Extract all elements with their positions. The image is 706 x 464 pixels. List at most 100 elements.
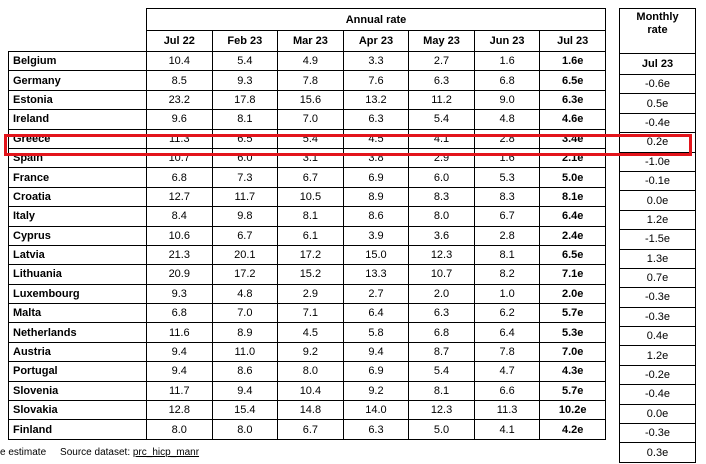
value-cell: 4.5 xyxy=(342,128,410,149)
annual-rate-header: Annual rate xyxy=(146,8,606,31)
value-cell: 21.3 xyxy=(146,244,213,266)
table-row: Spain 10.7 6.0 3.1 3.8 2.9 1.6 2.1e xyxy=(8,147,606,169)
table-row: Portugal 9.4 8.6 8.0 6.9 5.4 4.7 4.3e xyxy=(8,361,606,382)
value-cell: 12.7 xyxy=(146,186,213,208)
table-row: Finland 8.0 8.0 6.7 6.3 5.0 4.1 4.2e xyxy=(8,419,606,440)
value-cell: 6.8 xyxy=(408,322,475,343)
table-row: Austria 9.4 11.0 9.2 9.4 8.7 7.8 7.0e xyxy=(8,341,606,363)
value-cell: 5.0 xyxy=(408,419,475,440)
monthly-value-cell: 0.0e xyxy=(619,403,696,425)
value-cell: 10.4 xyxy=(277,380,344,402)
value-cell: 11.6 xyxy=(146,322,213,343)
value-cell: 3.3 xyxy=(342,50,410,72)
value-cell: 3.6 xyxy=(408,225,475,246)
value-cell: 6.3 xyxy=(408,303,475,324)
table-row: 0.4e xyxy=(619,326,696,347)
value-cell: 8.4 xyxy=(146,206,213,227)
value-cell: 8.3 xyxy=(408,186,475,208)
monthly-value-cell: -0.4e xyxy=(619,384,696,405)
value-cell: 11.7 xyxy=(211,186,279,208)
value-cell: 6.6 xyxy=(473,380,541,402)
country-name: Luxembourg xyxy=(8,283,147,305)
table-row: 0.0e xyxy=(619,190,696,211)
value-cell: 9.8 xyxy=(211,206,279,227)
column-header: Feb 23 xyxy=(211,30,279,52)
monthly-value-cell: -0.4e xyxy=(619,112,696,134)
value-cell: 11.2 xyxy=(408,89,475,111)
value-cell: 6.0 xyxy=(211,147,279,169)
value-cell: 8.6 xyxy=(342,206,410,227)
monthly-value-cell: -0.3e xyxy=(619,306,696,328)
table-row: Cyprus 10.6 6.7 6.1 3.9 3.6 2.8 2.4e xyxy=(8,225,606,246)
value-cell: 10.7 xyxy=(146,147,213,169)
value-cell: 8.1 xyxy=(211,109,279,130)
value-cell: 2.9 xyxy=(277,283,344,305)
value-cell: 4.6e xyxy=(539,109,606,130)
value-cell: 8.2 xyxy=(473,264,541,285)
value-cell: 6.4 xyxy=(342,303,410,324)
column-header: Apr 23 xyxy=(342,30,410,52)
table-row: Belgium 10.4 5.4 4.9 3.3 2.7 1.6 1.6e xyxy=(8,50,606,72)
value-cell: 3.4e xyxy=(539,128,606,149)
value-cell: 14.8 xyxy=(277,400,344,421)
table-row: -0.3e xyxy=(619,423,696,444)
value-cell: 23.2 xyxy=(146,89,213,111)
value-cell: 9.4 xyxy=(146,341,213,363)
value-cell: 15.2 xyxy=(277,264,344,285)
corner-cell xyxy=(8,30,147,52)
value-cell: 7.1e xyxy=(539,264,606,285)
table-row: -1.0e xyxy=(619,151,696,172)
value-cell: 2.8 xyxy=(473,225,541,246)
table-row: 0.0e xyxy=(619,403,696,425)
country-name: Slovenia xyxy=(8,380,147,402)
value-cell: 6.7 xyxy=(473,206,541,227)
value-cell: 10.4 xyxy=(146,50,213,72)
table-row: Ireland 9.6 8.1 7.0 6.3 5.4 4.8 4.6e xyxy=(8,109,606,130)
value-cell: 1.6 xyxy=(473,50,541,72)
table-row: 1.2e xyxy=(619,345,696,366)
value-cell: 12.8 xyxy=(146,400,213,421)
value-cell: 7.0 xyxy=(211,303,279,324)
value-cell: 4.9 xyxy=(277,50,344,72)
value-cell: 4.7 xyxy=(473,361,541,382)
country-name: Slovakia xyxy=(8,400,147,421)
value-cell: 5.4 xyxy=(408,361,475,382)
value-cell: 5.4 xyxy=(211,50,279,72)
value-cell: 6.5e xyxy=(539,70,606,91)
value-cell: 8.0 xyxy=(146,419,213,440)
table-row: Greece 11.3 6.5 5.4 4.5 4.1 2.8 3.4e xyxy=(8,128,606,149)
value-cell: 17.2 xyxy=(211,264,279,285)
annual-rate-table: Annual rate Jul 22 Feb 23 Mar 23 Apr 23 May … xyxy=(8,8,606,440)
value-cell: 10.6 xyxy=(146,225,213,246)
value-cell: 5.3 xyxy=(473,167,541,188)
value-cell: 9.3 xyxy=(211,70,279,91)
value-cell: 6.3 xyxy=(342,419,410,440)
value-cell: 7.0 xyxy=(277,109,344,130)
value-cell: 5.4 xyxy=(408,109,475,130)
value-cell: 6.5e xyxy=(539,244,606,266)
value-cell: 4.3e xyxy=(539,361,606,382)
country-name: Belgium xyxy=(8,50,147,72)
value-cell: 11.7 xyxy=(146,380,213,402)
source-dataset-link[interactable]: prc_hicp_manr xyxy=(132,447,200,458)
value-cell: 14.0 xyxy=(342,400,410,421)
monthly-value-cell: 0.3e xyxy=(619,442,696,463)
table-row: 0.5e xyxy=(619,93,696,114)
value-cell: 8.1 xyxy=(277,206,344,227)
monthly-value-cell: -0.3e xyxy=(619,287,696,308)
monthly-value-cell: 0.7e xyxy=(619,267,696,289)
value-cell: 6.2 xyxy=(473,303,541,324)
column-header: Mar 23 xyxy=(277,30,344,52)
table-row: Lithuania 20.9 17.2 15.2 13.3 10.7 8.2 7.1e xyxy=(8,264,606,285)
monthly-value-cell: -0.2e xyxy=(619,364,696,386)
monthly-value-cell: -0.3e xyxy=(619,423,696,444)
table-row: Latvia 21.3 20.1 17.2 15.0 12.3 8.1 6.5e xyxy=(8,244,606,266)
footnote: e estimate Source dataset: prc_hicp_manr xyxy=(0,447,199,458)
value-cell: 15.0 xyxy=(342,244,410,266)
value-cell: 6.7 xyxy=(277,419,344,440)
monthly-value-cell: -0.6e xyxy=(619,73,696,95)
country-name: Latvia xyxy=(8,244,147,266)
value-cell: 7.0e xyxy=(539,341,606,363)
country-name: Finland xyxy=(8,419,147,440)
table-row: -1.5e xyxy=(619,229,696,250)
